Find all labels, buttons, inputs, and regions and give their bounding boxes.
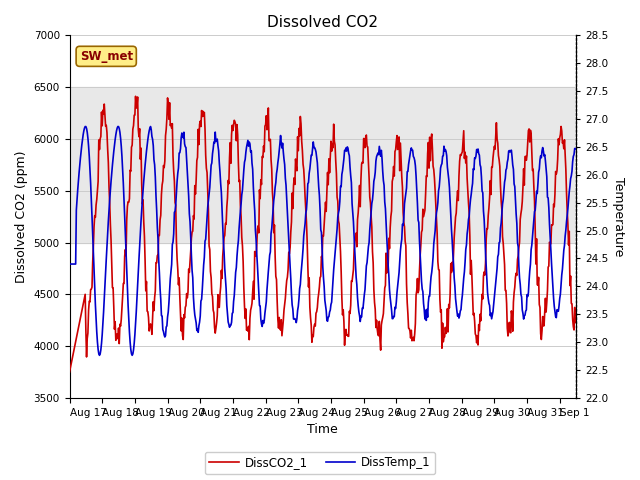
Bar bbox=[70, 87, 576, 242]
DissCO2_1 bbox=[68, 359, 76, 365]
DissTemp_1 bbox=[95, 352, 103, 358]
Legend: DissCO2_1, DissTemp_1: DissCO2_1, DissTemp_1 bbox=[205, 452, 435, 474]
DissTemp_1 bbox=[68, 261, 76, 267]
Line: DissTemp_1: DissTemp_1 bbox=[70, 127, 575, 355]
DissTemp_1 bbox=[430, 241, 438, 247]
DissTemp_1 bbox=[572, 146, 579, 152]
DissCO2_1 bbox=[282, 286, 290, 291]
DissTemp_1 bbox=[283, 196, 291, 202]
Text: SW_met: SW_met bbox=[79, 50, 132, 63]
DissTemp_1 bbox=[81, 124, 89, 130]
DissCO2_1 bbox=[442, 324, 449, 330]
DissCO2_1 bbox=[429, 163, 437, 169]
DissCO2_1 bbox=[572, 320, 579, 325]
X-axis label: Time: Time bbox=[307, 423, 338, 436]
DissTemp_1 bbox=[138, 207, 145, 213]
DissTemp_1 bbox=[442, 148, 450, 154]
Line: DissCO2_1: DissCO2_1 bbox=[70, 96, 575, 372]
DissCO2_1 bbox=[132, 94, 140, 99]
DissTemp_1 bbox=[66, 261, 74, 267]
DissCO2_1 bbox=[137, 145, 145, 151]
DissCO2_1 bbox=[301, 194, 309, 200]
DissTemp_1 bbox=[302, 211, 310, 216]
Y-axis label: Temperature: Temperature bbox=[612, 177, 625, 256]
Title: Dissolved CO2: Dissolved CO2 bbox=[268, 15, 378, 30]
Y-axis label: Dissolved CO2 (ppm): Dissolved CO2 (ppm) bbox=[15, 150, 28, 283]
DissCO2_1 bbox=[66, 369, 74, 375]
